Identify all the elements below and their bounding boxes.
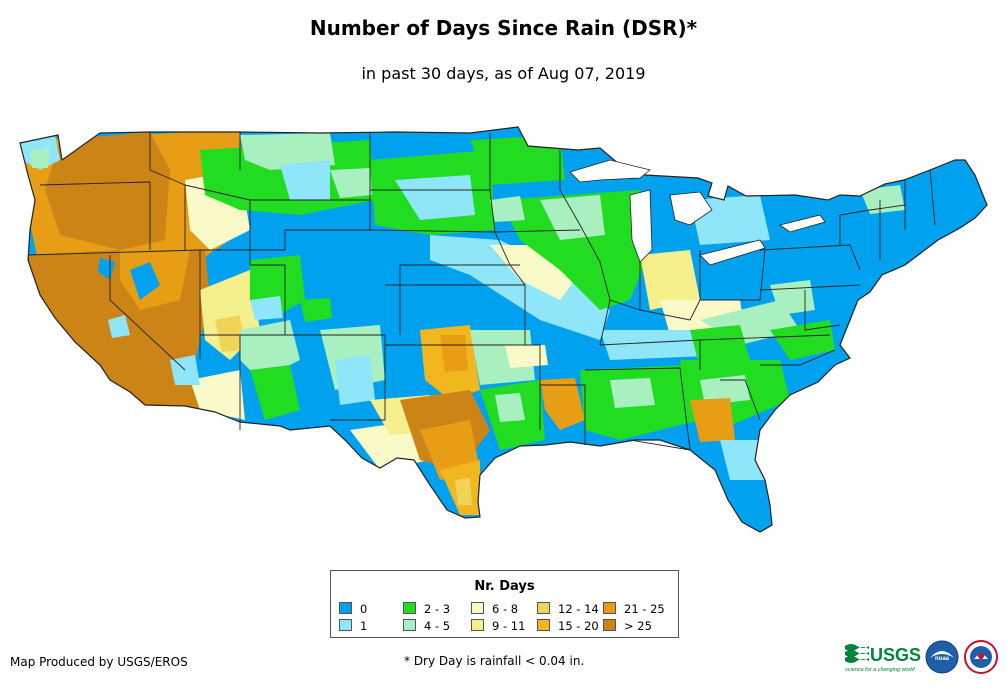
legend-label-3: 4 - 5 bbox=[424, 619, 451, 633]
legend-swatch-9 bbox=[603, 619, 616, 631]
legend-swatch-3 bbox=[403, 619, 416, 631]
legend-label-7: 15 - 20 bbox=[558, 619, 599, 633]
legend-swatch-8 bbox=[603, 602, 616, 614]
legend-label-9: > 25 bbox=[624, 619, 652, 633]
legend-item-0: 0 bbox=[339, 602, 367, 615]
nws-logo bbox=[964, 640, 998, 674]
legend-label-4: 6 - 8 bbox=[492, 602, 519, 616]
legend-label-1: 1 bbox=[360, 619, 368, 633]
legend-title: Nr. Days bbox=[474, 579, 535, 594]
noaa-wordmark: noaa bbox=[935, 656, 950, 662]
usgs-wordmark: USGS bbox=[870, 645, 921, 665]
map-title: Number of Days Since Rain (DSR)* bbox=[309, 16, 698, 40]
legend-label-2: 2 - 3 bbox=[424, 602, 451, 616]
legend-swatch-7 bbox=[537, 619, 550, 631]
producer-credit: Map Produced by USGS/EROS bbox=[10, 655, 188, 669]
legend-swatch-6 bbox=[537, 602, 550, 614]
legend-item-8: 21 - 25 bbox=[603, 602, 665, 615]
legend-swatch-1 bbox=[339, 619, 352, 631]
map-subtitle: in past 30 days, as of Aug 07, 2019 bbox=[361, 64, 646, 83]
legend-label-6: 12 - 14 bbox=[558, 602, 599, 616]
legend-item-2: 2 - 3 bbox=[403, 602, 450, 615]
legend: Nr. Days 0 1 2 - 3 4 - 5 6 - 8 9 - 11 12… bbox=[330, 570, 679, 638]
dry-day-footnote: * Dry Day is rainfall < 0.04 in. bbox=[404, 654, 585, 668]
legend-swatch-5 bbox=[471, 619, 484, 631]
usgs-logo: USGS science for a changing world bbox=[845, 644, 921, 673]
legend-swatch-2 bbox=[403, 602, 416, 614]
legend-swatch-0 bbox=[339, 602, 352, 614]
legend-item-9: > 25 bbox=[603, 619, 652, 632]
legend-item-1: 1 bbox=[339, 619, 367, 632]
legend-item-3: 4 - 5 bbox=[403, 619, 450, 632]
legend-item-4: 6 - 8 bbox=[471, 602, 518, 615]
legend-label-5: 9 - 11 bbox=[492, 619, 526, 633]
legend-item-7: 15 - 20 bbox=[537, 619, 599, 632]
legend-label-0: 0 bbox=[360, 602, 368, 616]
usgs-tagline: science for a changing world bbox=[845, 667, 916, 673]
legend-item-5: 9 - 11 bbox=[471, 619, 525, 632]
noaa-logo: noaa bbox=[925, 640, 959, 674]
legend-swatch-4 bbox=[471, 602, 484, 614]
legend-item-6: 12 - 14 bbox=[537, 602, 599, 615]
legend-label-8: 21 - 25 bbox=[624, 602, 665, 616]
